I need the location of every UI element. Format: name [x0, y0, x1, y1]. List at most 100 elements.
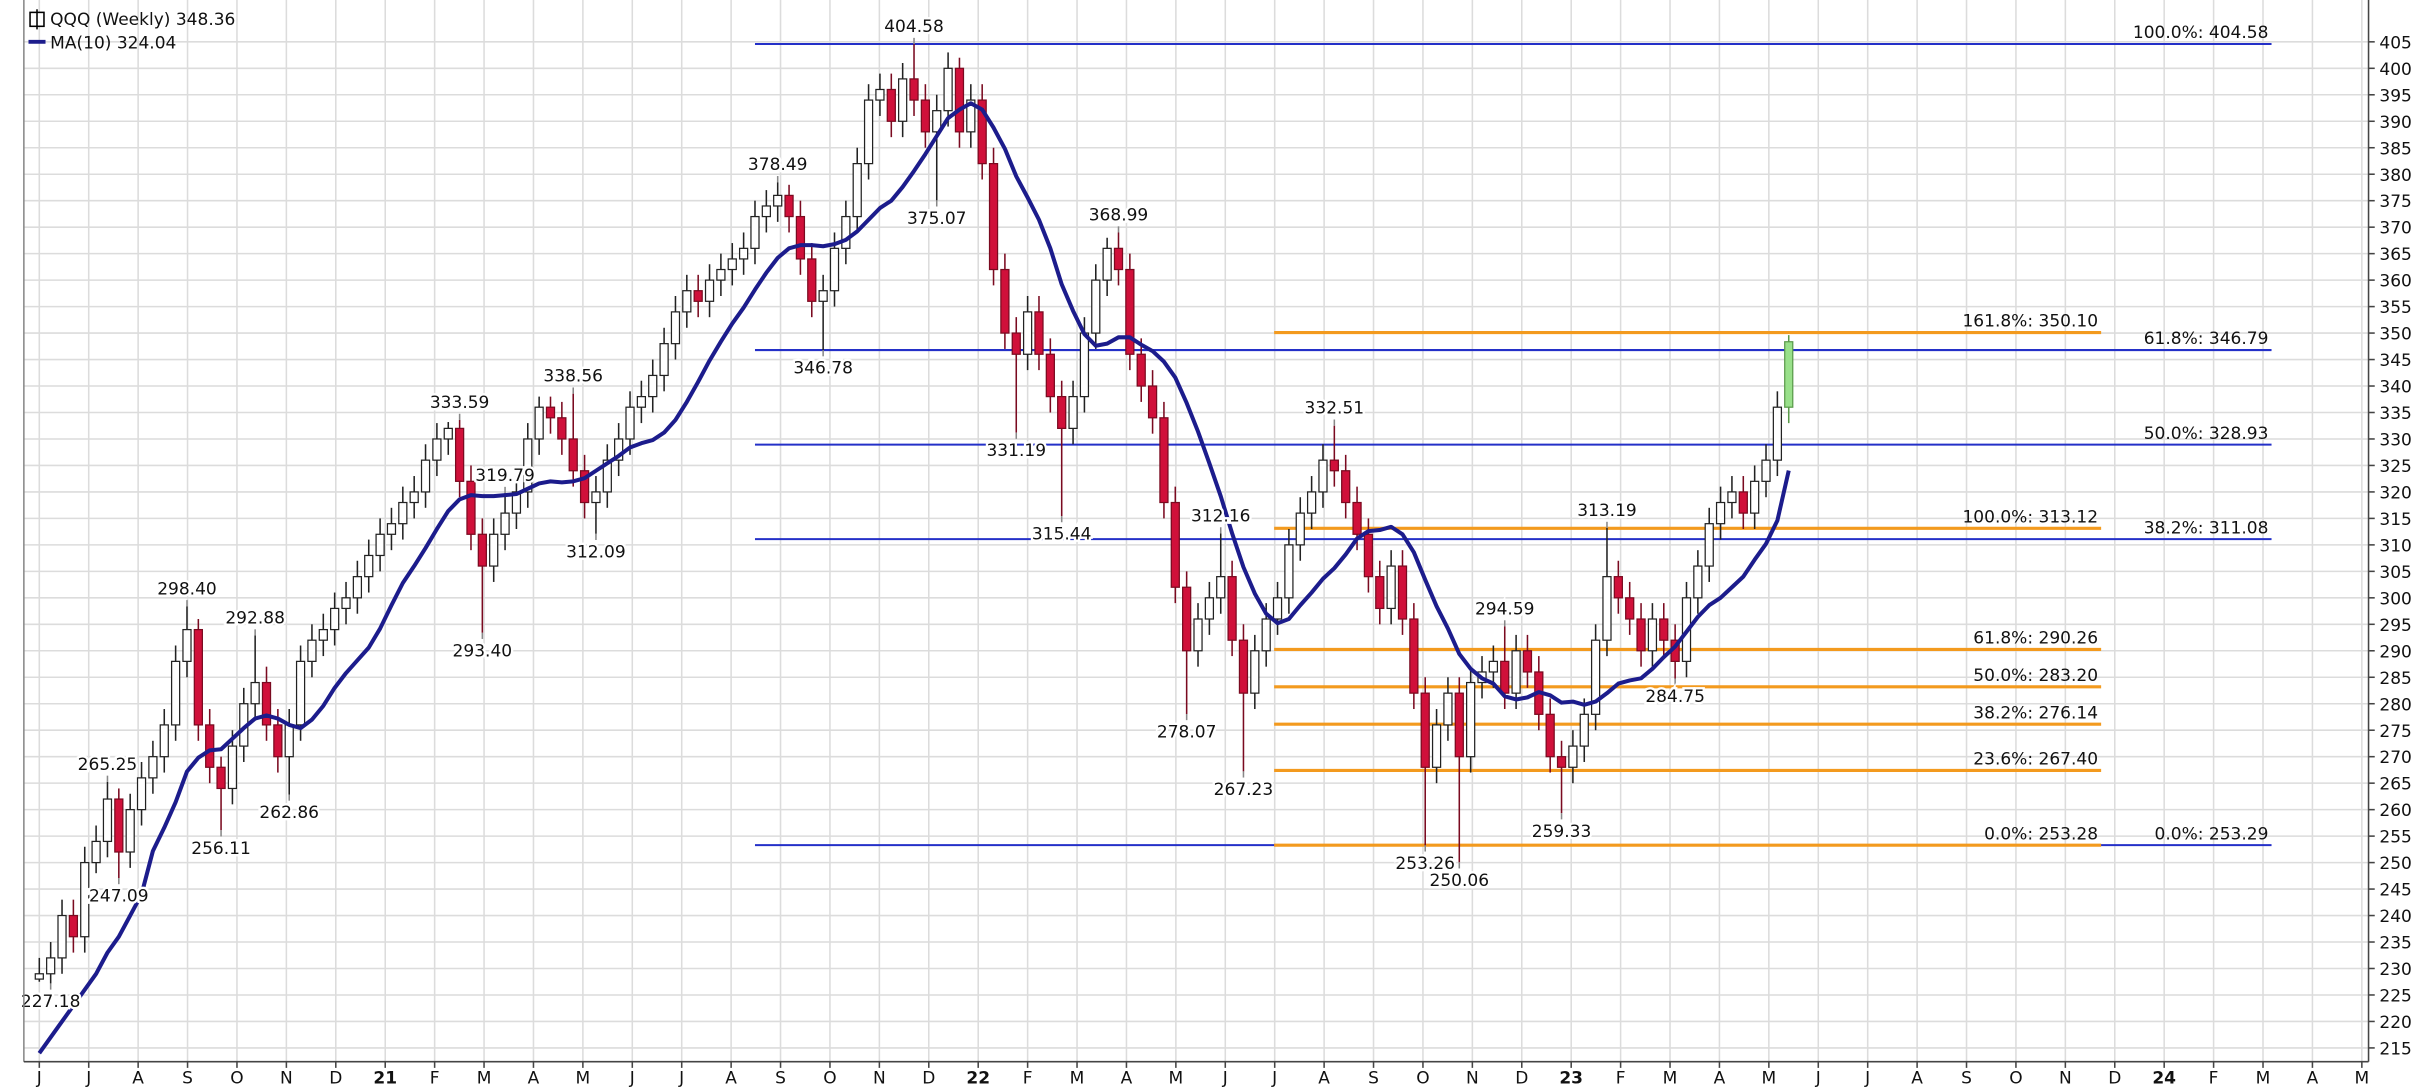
fib-label: 61.8%: 346.79 [2144, 329, 2269, 349]
candle-body [1306, 491, 1317, 514]
price-label: 284.75 [1645, 687, 1705, 707]
x-tick-label: A [1318, 1069, 1330, 1088]
candle-body [988, 163, 999, 271]
candle-body [568, 438, 578, 472]
candle-body [295, 660, 306, 726]
candle-body [443, 427, 453, 440]
candle-body [557, 417, 567, 440]
candle-body [409, 491, 419, 504]
candle-body [841, 215, 851, 249]
x-tick-label: D [1515, 1069, 1528, 1088]
y-tick-label: 235 [2379, 934, 2411, 954]
y-tick-label: 270 [2379, 748, 2411, 768]
candle-body [1125, 268, 1135, 355]
x-tick-label: F [1023, 1069, 1033, 1088]
y-tick-label: 330 [2379, 431, 2411, 451]
candle-body [1102, 247, 1112, 281]
x-tick-label: J [629, 1069, 635, 1088]
price-label: 278.07 [1157, 723, 1217, 743]
legend: QQQ (Weekly) 348.36 MA(10) 324.04 [28, 9, 235, 53]
candle-body [1238, 639, 1249, 694]
x-tick-label: J [36, 1069, 42, 1088]
candle-body [795, 215, 806, 260]
candle-body [534, 406, 544, 440]
candle-body [1420, 692, 1430, 768]
x-tick-label: S [182, 1069, 193, 1088]
x-tick-label: A [2307, 1069, 2319, 1088]
candle-body [886, 88, 896, 122]
fib-label: 0.0%: 253.29 [2155, 824, 2269, 844]
candle-body [91, 840, 101, 864]
candle-body [273, 724, 283, 758]
candle-body [773, 194, 783, 207]
y-tick-label: 320 [2379, 483, 2411, 503]
y-tick-label: 350 [2379, 325, 2411, 345]
price-label: 378.49 [748, 155, 808, 175]
candle-body [1227, 576, 1237, 641]
fib-label: 0.0%: 253.28 [1984, 824, 2098, 844]
price-label: 312.09 [566, 542, 626, 562]
candle-body [261, 681, 272, 726]
candle-body [704, 279, 715, 302]
x-tick-label: F [430, 1069, 440, 1088]
x-tick-label: S [775, 1069, 786, 1088]
candle-body [1261, 618, 1271, 652]
lines [37, 101, 1791, 1055]
candle-body [966, 99, 976, 133]
candle-body [1022, 311, 1033, 355]
candle-body [1295, 512, 1305, 546]
candle-body [1715, 501, 1726, 525]
x-tick-label: F [1616, 1069, 1626, 1088]
x-tick-label: O [1416, 1069, 1429, 1088]
candle-body [1488, 660, 1499, 673]
price-label: 267.23 [1214, 780, 1274, 800]
price-label: 319.79 [475, 466, 535, 486]
price-label: 247.09 [89, 887, 149, 907]
y-tick-label: 280 [2379, 695, 2411, 715]
x-tick-label: A [132, 1069, 144, 1088]
candles [34, 44, 1794, 984]
x-tick-label: D [922, 1069, 935, 1088]
candle-body [114, 798, 124, 853]
y-tick-label: 380 [2379, 166, 2411, 186]
candle-body [102, 798, 113, 843]
candle-body [1341, 470, 1351, 504]
candle-body [807, 258, 817, 302]
price-label: 312.16 [1191, 506, 1251, 526]
candle-body [1136, 353, 1146, 387]
candle-body [1000, 268, 1010, 334]
y-tick-label: 375 [2379, 192, 2411, 212]
candle-body [330, 607, 340, 631]
candle-body [1113, 247, 1124, 271]
candle-body [1568, 745, 1578, 768]
candle-body [738, 247, 749, 260]
candle-body [68, 914, 79, 938]
candle-body [1579, 713, 1589, 747]
candle-body [1556, 756, 1567, 768]
x-tick-label: O [2009, 1069, 2022, 1088]
candle-body [46, 957, 56, 975]
candle-body [398, 501, 408, 525]
x-tick-label: J [1815, 1069, 1821, 1088]
y-tick-label: 400 [2379, 60, 2411, 80]
candle-body [1590, 639, 1601, 715]
y-tick-label: 275 [2379, 722, 2411, 742]
candle-body [477, 533, 487, 567]
x-tick-label: N [1466, 1069, 1479, 1088]
candle-body [125, 809, 135, 853]
x-tick-label: 22 [966, 1069, 990, 1088]
price-label: 368.99 [1089, 205, 1149, 225]
candle-body [1454, 692, 1464, 758]
candle-body [1409, 618, 1419, 694]
x-tick-label: J [1222, 1069, 1228, 1088]
candle-body [648, 374, 658, 398]
y-tick-label: 290 [2379, 642, 2411, 662]
x-tick-label: M [1070, 1069, 1085, 1088]
candle-body [1363, 533, 1374, 578]
candle-body [1738, 491, 1748, 514]
y-tick-label: 220 [2379, 1013, 2411, 1033]
candle-body [932, 110, 942, 133]
candle-body [1159, 417, 1169, 504]
x-tick-label: F [2209, 1069, 2219, 1088]
